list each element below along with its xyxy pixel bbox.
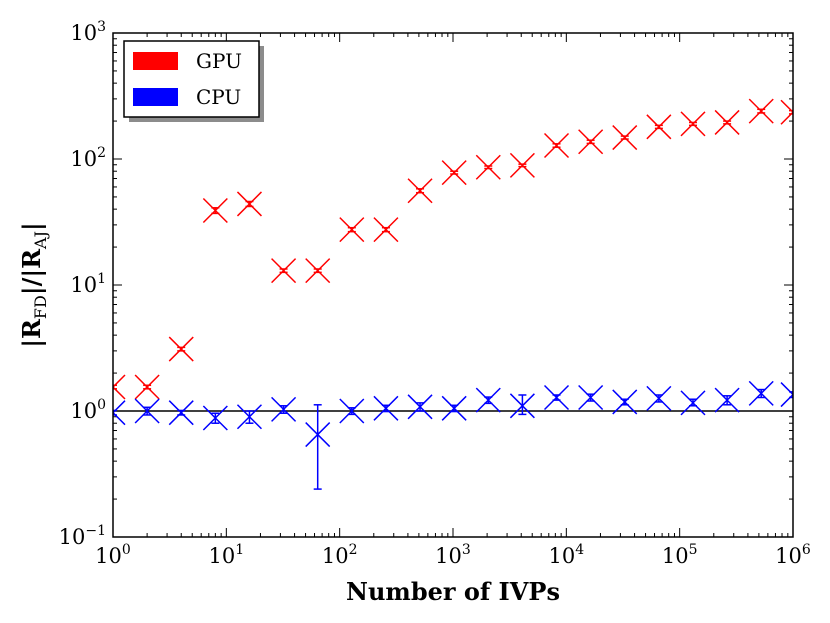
cpu-marker [407, 394, 433, 420]
legend-label-gpu: GPU [196, 49, 242, 73]
y-tick-label: 102 [70, 145, 106, 171]
gpu-marker [543, 132, 570, 159]
gpu-marker [202, 197, 228, 224]
gpu-marker [441, 160, 467, 186]
gpu-marker [646, 114, 672, 140]
plot-frame [112, 32, 794, 538]
gpu-marker [236, 191, 262, 217]
gpu-marker [113, 374, 126, 400]
x-tick-label: 101 [209, 542, 245, 568]
gpu-marker [748, 98, 774, 124]
data-marks [113, 98, 793, 490]
x-tick-label: 100 [95, 542, 131, 568]
y-tick-label: 101 [70, 271, 106, 297]
cpu-marker [202, 405, 228, 431]
gpu-marker [475, 154, 501, 180]
gpu-marker [612, 125, 638, 151]
gpu-marker [714, 109, 740, 135]
x-tick-labels: 100 101 102 103 104 105 106 [95, 542, 811, 568]
cpu-marker [543, 384, 570, 411]
cpu-marker [475, 387, 501, 413]
cpu-marker [305, 422, 331, 448]
y-tick-label: 10−1 [59, 523, 106, 549]
gpu-marker [305, 258, 331, 284]
cpu-marker [509, 393, 535, 419]
cpu-marker [612, 389, 638, 415]
gpu-marker [407, 178, 433, 204]
cpu-marker [373, 395, 399, 421]
cpu-marker [780, 382, 793, 408]
cpu-marker [646, 385, 672, 411]
legend-label-cpu: CPU [196, 85, 241, 109]
cpu-marker [134, 398, 160, 424]
x-tick-label: 103 [435, 542, 471, 568]
cpu-marker [236, 404, 262, 430]
cpu-marker [168, 400, 194, 426]
cpu-marker [578, 384, 604, 411]
cpu-marker [339, 398, 365, 424]
x-tick-label: 105 [662, 542, 698, 568]
gpu-marker [509, 152, 535, 178]
gpu-marker [680, 111, 706, 137]
y-tick-label: 100 [70, 397, 106, 423]
x-tick-label: 104 [549, 542, 585, 568]
y-axis-label: |RFD|/|RAJ| [17, 222, 50, 348]
cpu-marker [714, 387, 740, 413]
legend-swatch-cpu [133, 88, 178, 106]
gpu-marker [271, 258, 297, 284]
gpu-marker [134, 374, 160, 400]
cpu-marker [441, 395, 467, 421]
cpu-marker [113, 400, 126, 426]
x-tick-label: 106 [775, 542, 811, 568]
cpu-marker [271, 396, 297, 422]
legend: GPU CPU [123, 40, 264, 122]
gpu-marker [168, 336, 194, 362]
cpu-marker [748, 380, 774, 406]
cpu-marker [680, 390, 706, 416]
gpu-marker [339, 217, 365, 243]
x-axis-label: Number of IVPs [346, 577, 560, 606]
gpu-marker [578, 129, 604, 155]
legend-swatch-gpu [133, 52, 178, 70]
y-tick-labels: 10−1 100 101 102 103 [59, 19, 106, 549]
x-tick-label: 102 [322, 542, 358, 568]
gpu-marker [780, 99, 793, 125]
y-tick-label: 103 [70, 19, 106, 45]
gpu-marker [373, 217, 399, 243]
